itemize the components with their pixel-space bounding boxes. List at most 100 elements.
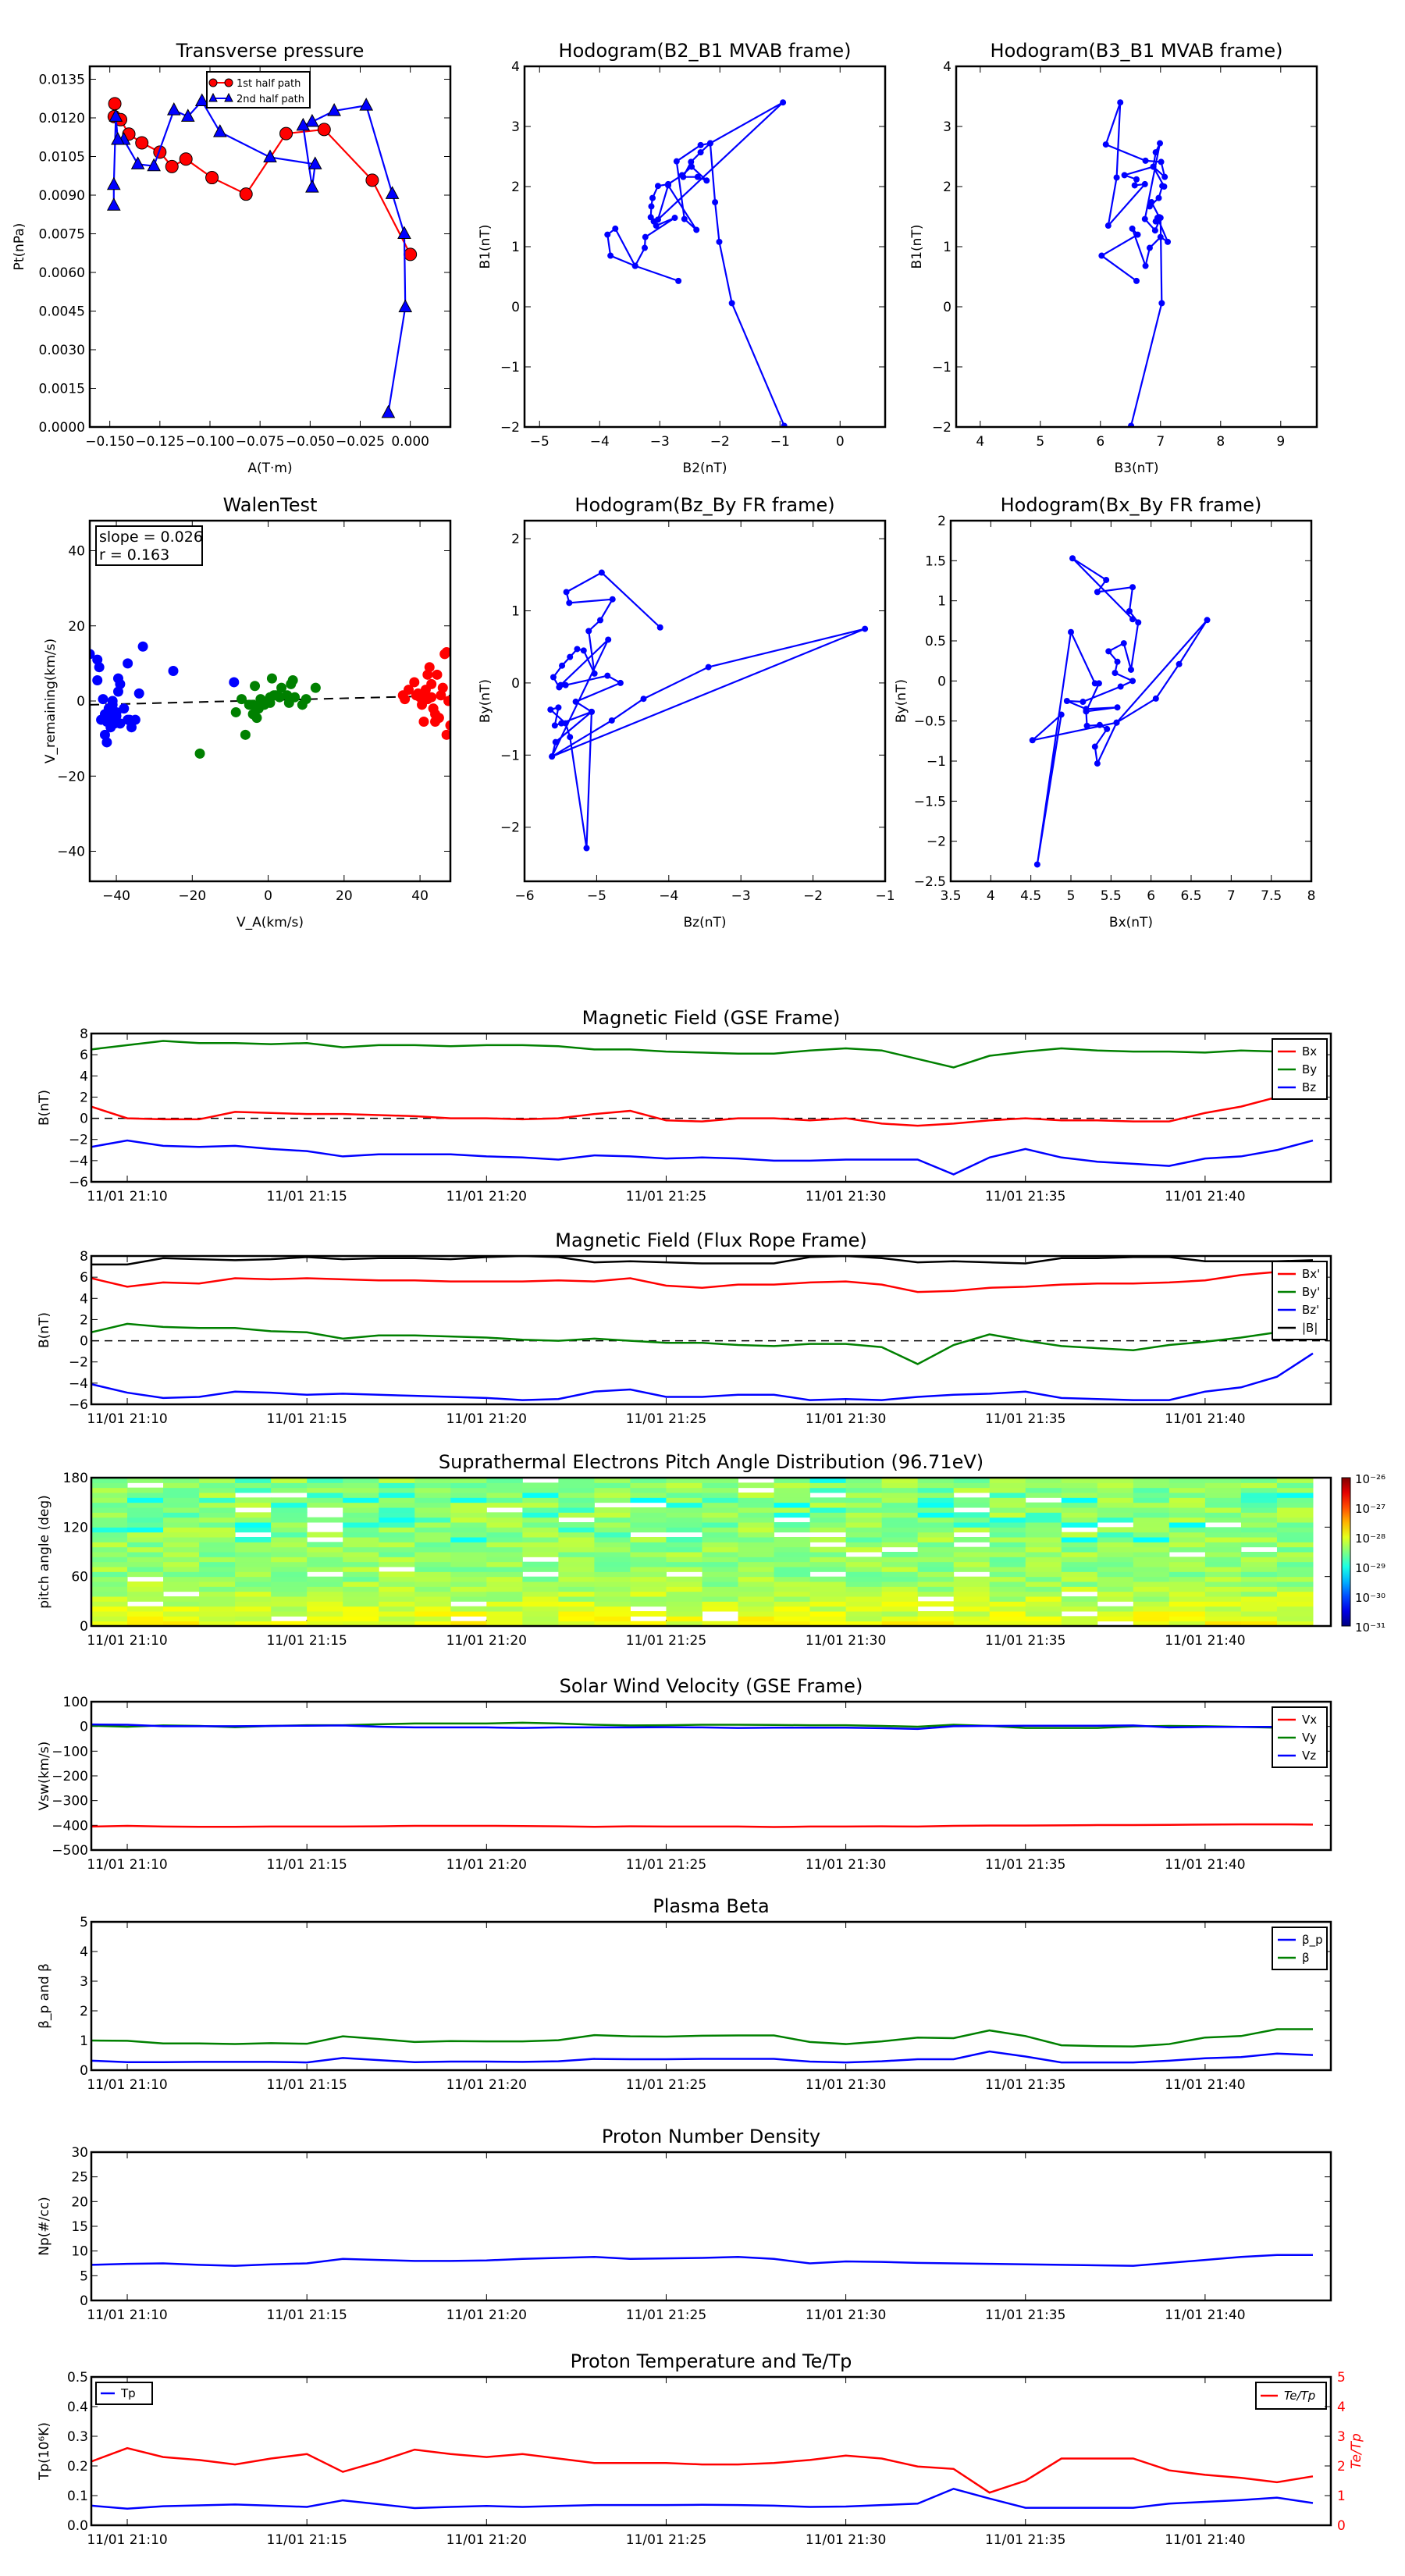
heatmap-cell [414, 1497, 451, 1503]
heatmap-cell [343, 1517, 379, 1523]
heatmap-cell [343, 1611, 379, 1617]
heatmap-cell [881, 1552, 919, 1557]
x-tick-label: −0.150 [85, 434, 134, 450]
heatmap-cell [271, 1611, 308, 1617]
heatmap-cell [666, 1611, 702, 1617]
heatmap-cell [809, 1561, 847, 1567]
heatmap-cell [1204, 1611, 1242, 1617]
heatmap-cell [953, 1596, 991, 1602]
heatmap-cell [558, 1596, 595, 1602]
heatmap-cell [774, 1561, 811, 1567]
heatmap-cell [702, 1507, 739, 1513]
heatmap-cell [917, 1591, 955, 1597]
data-point [1129, 616, 1136, 623]
heatmap-cell [809, 1596, 847, 1602]
heatmap-cell [235, 1517, 272, 1523]
heatmap-cell [163, 1502, 200, 1508]
heatmap-cell [91, 1507, 128, 1513]
heatmap-cell [1276, 1512, 1314, 1518]
data-area [90, 641, 450, 759]
legend-label: Vy [1302, 1731, 1317, 1745]
data-point [673, 158, 680, 165]
data-point [385, 186, 400, 199]
heatmap-cell [594, 1586, 631, 1592]
heatmap-cell [199, 1542, 236, 1548]
r-text: r = 0.163 [99, 546, 169, 564]
y-tick-label: 2 [80, 2004, 88, 2019]
data-point [398, 299, 413, 313]
scatter-point [168, 666, 179, 676]
heatmap-cell [163, 1621, 200, 1626]
heatmap-cell [1025, 1586, 1062, 1592]
heatmap-cell [343, 1507, 379, 1513]
heatmap-cell [1240, 1532, 1278, 1538]
heatmap-cell [630, 1611, 667, 1617]
heatmap-cell [881, 1487, 919, 1493]
heatmap-cell [1204, 1487, 1242, 1493]
scatter-point [240, 729, 251, 740]
heatmap-cell [450, 1606, 487, 1612]
data-point [656, 624, 663, 631]
heatmap-cell [558, 1537, 595, 1542]
heatmap-cell [558, 1611, 595, 1617]
heatmap-cell [307, 1582, 343, 1587]
y2-tick-label: 1 [1337, 2489, 1346, 2504]
heatmap-cell [809, 1502, 847, 1508]
heatmap-cell [1204, 1532, 1242, 1538]
scatter-point [251, 713, 262, 724]
data-point [263, 149, 277, 162]
heatmap-cell [307, 1591, 343, 1597]
heatmap-cell [989, 1522, 1026, 1528]
heatmap-cell [1133, 1586, 1170, 1592]
heatmap-cell [1168, 1611, 1206, 1617]
heatmap-cell [558, 1571, 595, 1578]
heatmap-cell [486, 1611, 523, 1617]
heatmap-cell [379, 1497, 415, 1503]
heatmap-cell [989, 1542, 1026, 1548]
heatmap-cell [1204, 1557, 1242, 1563]
heatmap-cell [199, 1571, 236, 1578]
heatmap-cell [809, 1576, 847, 1582]
data-area [91, 1040, 1331, 1176]
data-point [1091, 743, 1098, 750]
heatmap-cell [666, 1507, 702, 1513]
heatmap-cell [307, 1487, 343, 1493]
heatmap-cell [845, 1512, 883, 1518]
heatmap-cell [702, 1537, 739, 1542]
heatmap-cell [989, 1582, 1026, 1587]
solar-wind-velocity-frame [90, 1700, 1332, 1852]
legend-marker [208, 92, 218, 102]
heatmap-cell [163, 1522, 200, 1528]
data-point [1146, 244, 1153, 251]
heatmap-cell [845, 1586, 883, 1592]
heatmap-cell [1168, 1586, 1206, 1592]
heatmap-cell [1240, 1582, 1278, 1587]
heatmap-cell [522, 1606, 559, 1612]
heatmap-cell [917, 1537, 955, 1542]
heatmap-cell [199, 1591, 236, 1597]
heatmap-cell [1168, 1542, 1206, 1548]
data-point [551, 722, 558, 729]
heatmap-cell [163, 1512, 200, 1518]
data-area [91, 1256, 1331, 1401]
scatter-point [310, 682, 321, 693]
heatmap-cell [450, 1542, 487, 1548]
heatmap-cell [917, 1611, 955, 1617]
heatmap-cell [379, 1601, 415, 1607]
data-point [688, 163, 695, 170]
heatmap-cell [1133, 1497, 1170, 1503]
heatmap-cell [522, 1596, 559, 1602]
solar-wind-velocity-title: Solar Wind Velocity (GSE Frame) [560, 1675, 863, 1697]
heatmap-cell [594, 1616, 631, 1622]
heatmap-cell [1133, 1582, 1170, 1587]
x-tick-label: 20 [336, 888, 353, 904]
heatmap-cell [486, 1596, 523, 1602]
heatmap-cell [1061, 1487, 1098, 1493]
heatmap-cell [1276, 1606, 1314, 1612]
y-tick-label: 25 [71, 2170, 88, 2186]
heatmap-cell [1204, 1527, 1242, 1533]
heatmap-cell [774, 1478, 811, 1483]
y-tick-label: 0.5 [925, 634, 946, 649]
data-point [166, 102, 181, 116]
heatmap-cell [522, 1591, 559, 1597]
